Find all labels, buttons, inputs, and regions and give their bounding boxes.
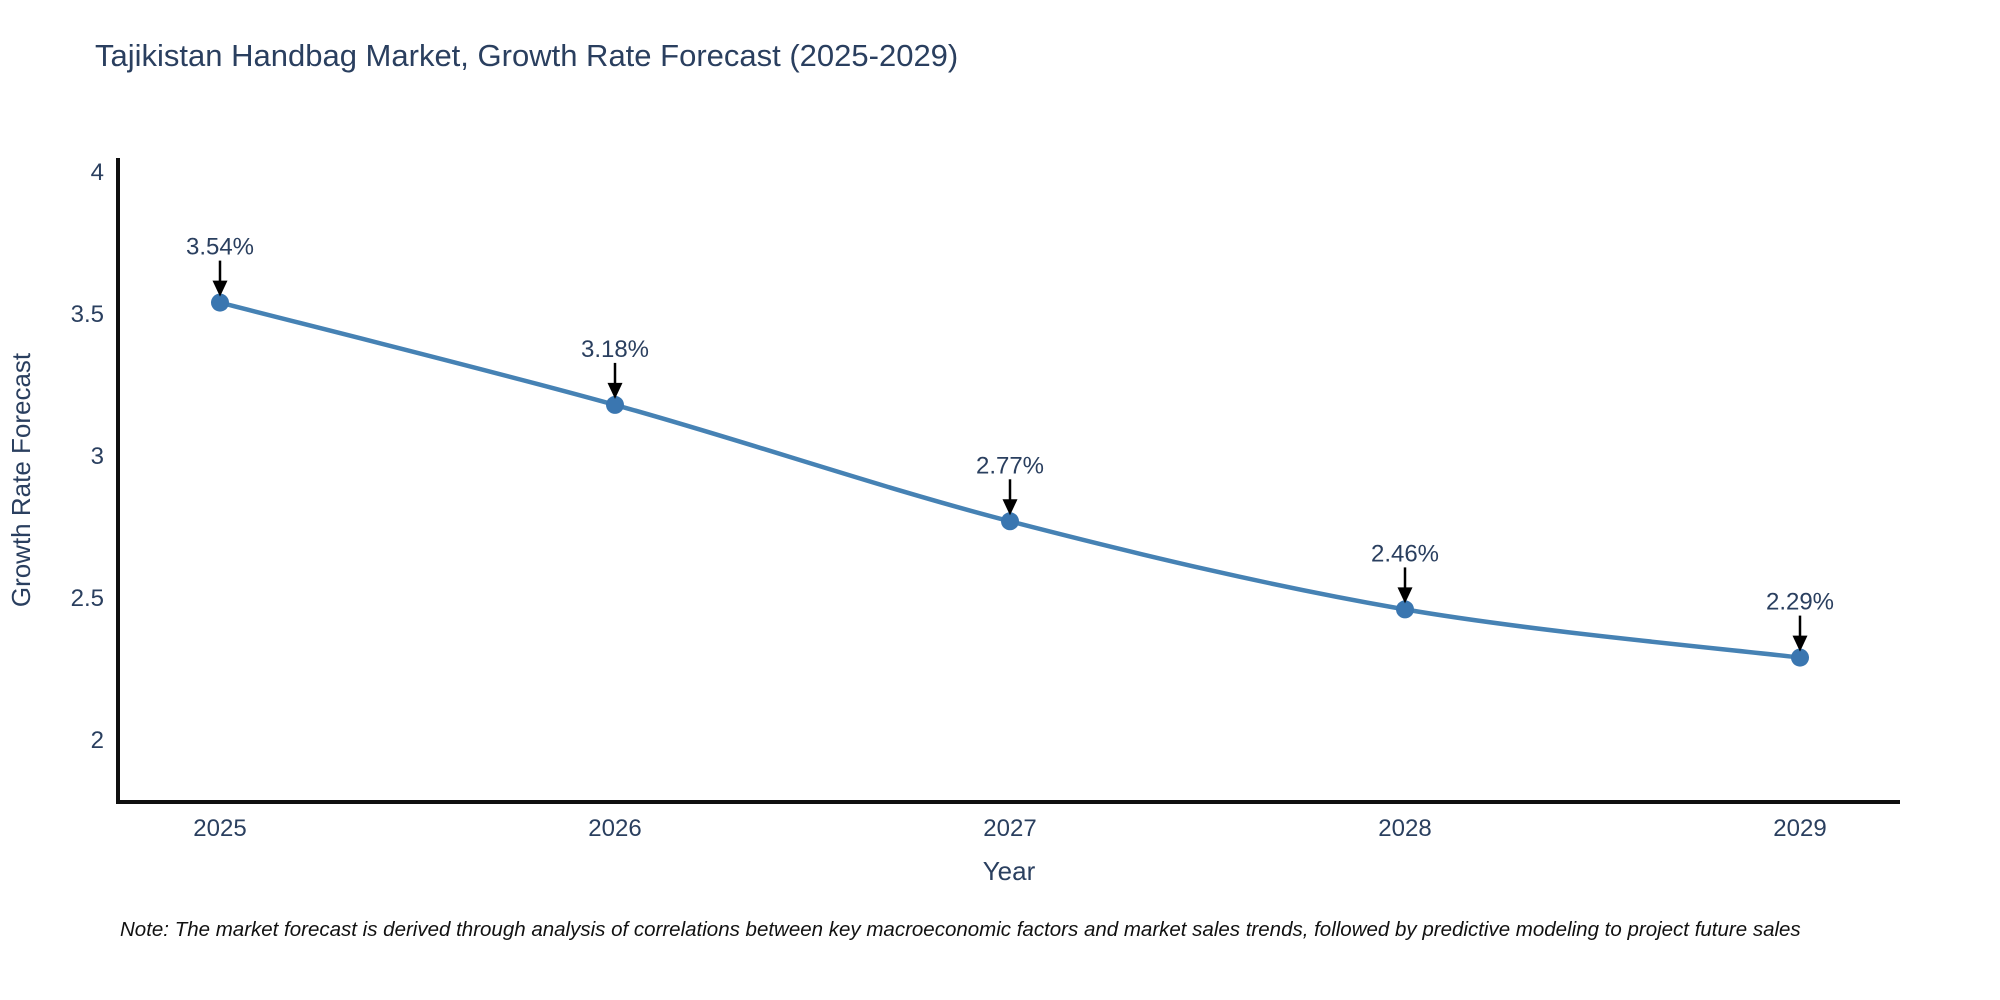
data-point-label: 2.46% <box>1371 540 1439 567</box>
axis-lines <box>116 158 1900 804</box>
y-tick-label: 3 <box>91 443 104 470</box>
data-point-label: 2.77% <box>976 452 1044 479</box>
y-tick-label: 2 <box>91 727 104 754</box>
annotation-arrowhead-icon <box>1002 499 1018 516</box>
annotation-arrowhead-icon <box>607 382 623 399</box>
y-tick-label: 3.5 <box>71 301 104 328</box>
annotation-arrowhead-icon <box>1792 635 1808 652</box>
data-point-label: 2.29% <box>1766 589 1834 616</box>
x-tick-label: 2027 <box>983 815 1036 842</box>
x-tick-label: 2029 <box>1773 815 1826 842</box>
y-tick-label: 4 <box>91 159 104 186</box>
data-point-marker <box>606 395 624 414</box>
x-tick-label: 2026 <box>588 815 641 842</box>
x-tick-label: 2028 <box>1378 815 1431 842</box>
x-axis-title: Year <box>983 856 1036 886</box>
annotation-arrowhead-icon <box>212 280 228 297</box>
annotation-arrowhead-icon <box>1397 587 1413 604</box>
y-tick-label: 2.5 <box>71 585 104 612</box>
data-point-marker <box>1001 512 1019 531</box>
data-point-label: 3.54% <box>186 234 254 261</box>
chart-title: Tajikistan Handbag Market, Growth Rate F… <box>95 38 959 73</box>
data-point-marker <box>1396 600 1414 619</box>
data-point-marker <box>1791 648 1809 667</box>
data-point-marker <box>211 293 229 312</box>
data-point-label: 3.18% <box>581 336 649 363</box>
footnote: Note: The market forecast is derived thr… <box>120 918 1801 941</box>
y-axis-title: Growth Rate Forecast <box>6 352 36 607</box>
x-tick-label: 2025 <box>193 815 246 842</box>
